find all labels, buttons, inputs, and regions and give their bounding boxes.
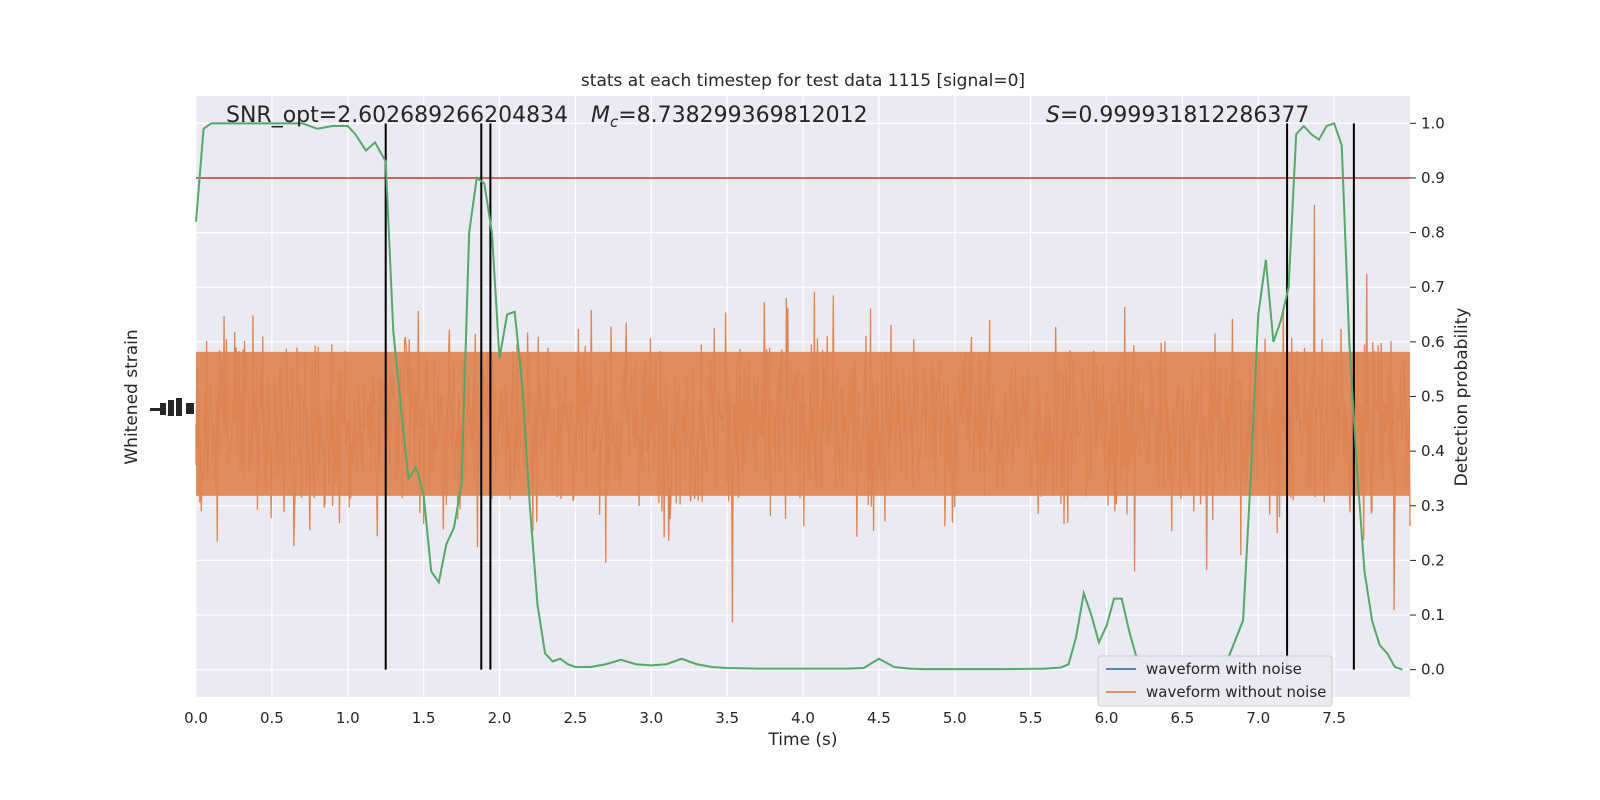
- left-axis-overlapping-ticks: [150, 398, 194, 416]
- y-axis-title-right: Detection probability: [1452, 308, 1472, 487]
- y-tick-label: 0.7: [1421, 278, 1445, 296]
- x-tick-label: 3.5: [715, 709, 739, 727]
- x-tick-label: 7.5: [1322, 709, 1346, 727]
- detection-probability-line: [195, 122, 1403, 671]
- x-tick-label: 4.5: [867, 709, 891, 727]
- y-tick-label: 0.5: [1421, 388, 1445, 406]
- x-tick-label: 0.5: [260, 709, 284, 727]
- x-tick-label: 4.0: [791, 709, 815, 727]
- legend-label-without-noise: waveform without noise: [1146, 683, 1326, 701]
- y-tick-label: 1.0: [1421, 114, 1445, 132]
- x-tick-label: 6.0: [1095, 709, 1119, 727]
- snr-annotation: SNR_opt=2.602689266204834: [226, 103, 568, 128]
- x-tick-label: 1.0: [336, 709, 360, 727]
- y-tick-label: 0.8: [1421, 224, 1445, 242]
- chirp-mass-annotation: Mc=8.738299369812012: [591, 103, 868, 131]
- x-tick-label: 5.5: [1019, 709, 1043, 727]
- y-tick-label: 0.3: [1421, 497, 1445, 515]
- legend-label-with-noise: waveform with noise: [1146, 660, 1302, 678]
- y-tick-label: 0.0: [1421, 661, 1445, 679]
- y-tick-label: 0.9: [1421, 169, 1445, 187]
- chart-title: stats at each timestep for test data 111…: [581, 71, 1025, 91]
- y-tick-label: 0.2: [1421, 551, 1445, 569]
- x-tick-label: 2.0: [488, 709, 512, 727]
- y-axis-title-left: Whitened strain: [122, 329, 142, 464]
- detection-vertical-lines: [384, 123, 1355, 670]
- legend: waveform with noise waveform without noi…: [1097, 655, 1333, 707]
- noise-waveform-core: [196, 351, 1410, 496]
- x-tick-label: 5.0: [943, 709, 967, 727]
- x-tick-label: 2.5: [563, 709, 587, 727]
- x-axis-title: Time (s): [767, 730, 837, 750]
- y-axis-ticks-right: 0.0 0.1 0.2 0.3 0.4 0.5 0.6 0.7 0.8 0.9 1.0: [1410, 114, 1445, 679]
- y-tick-label: 0.4: [1421, 442, 1445, 460]
- x-tick-label: 7.0: [1246, 709, 1270, 727]
- y-tick-label: 0.1: [1421, 606, 1445, 624]
- s-annotation: S=0.999931812286377: [1046, 103, 1309, 128]
- x-tick-label: 3.0: [639, 709, 663, 727]
- x-axis-ticks: 0.0 0.5 1.0 1.5 2.0 2.5 3.0 3.5 4.0 4.5 5.0 5.5 6.0 6…: [184, 709, 1346, 727]
- x-tick-label: 0.0: [184, 709, 208, 727]
- y-tick-label: 0.6: [1421, 333, 1445, 351]
- x-tick-label: 6.5: [1170, 709, 1194, 727]
- x-tick-label: 1.5: [412, 709, 436, 727]
